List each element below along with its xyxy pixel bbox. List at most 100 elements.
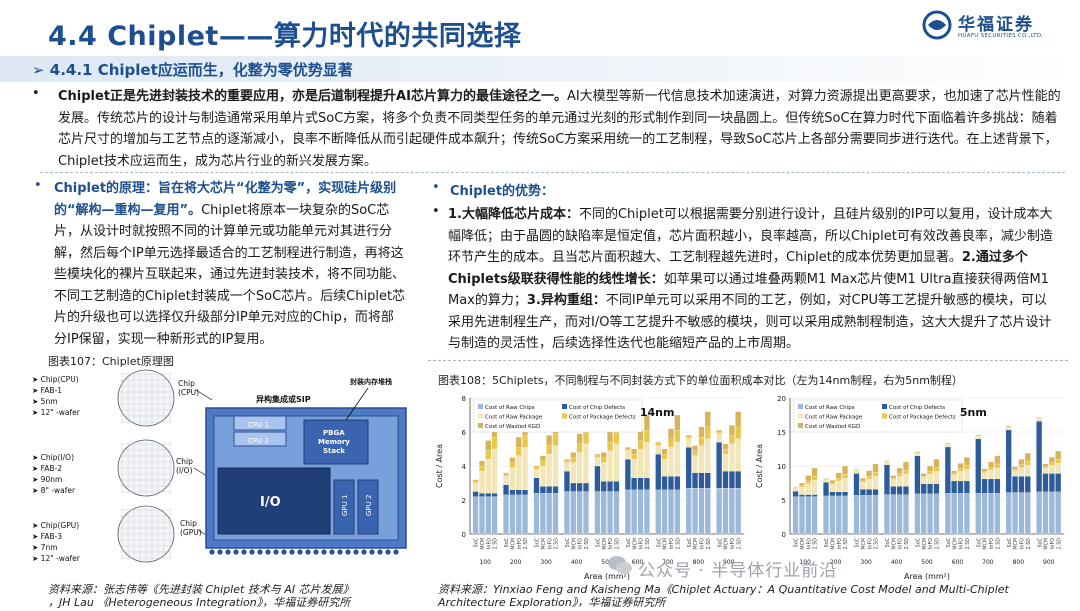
bar-category-label: SoC — [976, 537, 982, 547]
wechat-icon — [608, 556, 632, 574]
bar-segment — [1005, 426, 1012, 428]
solder-ball — [313, 549, 319, 555]
bar-segment — [872, 495, 879, 535]
legend-label: Cost of Package Defects — [889, 415, 956, 421]
bar-segment — [914, 451, 921, 453]
bar-segment — [509, 489, 516, 496]
chart-node-label: 14nm — [640, 406, 675, 419]
bar-segment — [944, 442, 951, 444]
bar-segment — [674, 442, 681, 477]
bar-category-label: MCM — [480, 538, 486, 550]
bar-segment — [735, 470, 742, 489]
bar-segment — [823, 495, 829, 535]
bar-segment — [522, 447, 528, 490]
bar-segment — [472, 496, 479, 535]
y-tick-label: 4 — [462, 463, 467, 471]
bar-category-label: SoC — [504, 537, 510, 547]
bar-segment — [594, 465, 601, 492]
bar-segment — [509, 457, 516, 463]
bar-segment — [698, 445, 705, 473]
bar-segment — [735, 411, 742, 428]
gpu1-label: GPU 1 — [341, 495, 349, 516]
bar-category-label: 2.5D — [675, 538, 681, 550]
chip-spec-text: ➤ FAB-3 — [32, 532, 62, 541]
io-label: I/O — [260, 495, 281, 510]
bar-category-label: MCM — [724, 538, 730, 550]
bar-segment — [933, 493, 940, 535]
y-axis-title: Cost / Area — [435, 444, 444, 488]
bar-segment — [1048, 457, 1055, 463]
bar-segment — [533, 469, 540, 479]
bar-segment — [872, 472, 879, 477]
bar-segment — [722, 470, 729, 489]
bar-category-label: SoC — [1007, 537, 1013, 547]
bar-segment — [903, 494, 909, 535]
source-right: 资料来源：Yinxiao Feng and Kaisheng Ma《Chiple… — [438, 583, 1009, 609]
bar-segment — [975, 438, 982, 494]
divider — [428, 360, 1068, 361]
solder-ball — [241, 549, 247, 555]
chip-spec-text: ➤ 8" -wafer — [32, 486, 76, 495]
bar-category-label: 2.5D — [1056, 538, 1062, 550]
bar-segment — [933, 471, 940, 484]
bar-segment — [1024, 476, 1031, 493]
bar-segment — [515, 447, 522, 456]
divider — [40, 172, 1065, 173]
bar-segment — [570, 491, 577, 535]
legend-label: Cost of Wasted KGD — [485, 424, 540, 430]
principle-paragraph: Chiplet的原理：旨在将大芯片“化整为零”，实现硅片级别的“解构—重构—复用… — [54, 178, 406, 350]
bar-segment — [685, 436, 692, 439]
bar-segment — [552, 433, 559, 446]
bar-segment — [951, 493, 958, 535]
x-tick-label: 700 — [982, 559, 994, 566]
bar-segment — [1048, 491, 1055, 535]
bar-segment — [716, 430, 723, 433]
bar-segment — [607, 442, 613, 451]
bar-segment — [722, 487, 729, 535]
bar-segment — [722, 453, 729, 472]
bar-segment — [479, 496, 485, 535]
bar-segment — [1012, 466, 1018, 470]
solder-ball — [289, 549, 295, 555]
bar-segment — [1024, 492, 1031, 535]
bar-segment — [1055, 459, 1062, 464]
bar-segment — [859, 480, 866, 483]
bar-segment — [643, 442, 650, 479]
bar-segment — [799, 485, 805, 488]
chip-tag: (I/O) — [176, 466, 193, 475]
logo-text-cn: 华福证券 — [958, 15, 1034, 35]
adv2-text: 如苹果可以通过堆叠两颗M1 Max芯片使M1 Ultra直接获得两倍M1 Max… — [448, 271, 1049, 309]
solder-ball — [329, 549, 335, 555]
bar-segment — [472, 479, 479, 482]
bar-segment — [994, 467, 1001, 480]
bar-segment — [692, 445, 698, 451]
bar-segment — [944, 446, 951, 494]
bar-segment — [472, 482, 479, 492]
bar-segment — [631, 489, 638, 535]
principle-text: Chiplet将原本一块复杂的SoC芯片，从设计时就按照不同的计算单元或功能单元… — [54, 202, 406, 347]
bar-segment — [624, 489, 631, 535]
bar-segment — [472, 481, 479, 484]
bar-segment — [944, 444, 951, 448]
source-left-line2: ，JH Lau 《Heterogeneous Integration》，华福证券… — [48, 596, 351, 609]
x-tick-label: 900 — [723, 559, 735, 566]
bar-segment — [583, 443, 589, 484]
bar-segment — [944, 443, 951, 445]
chip-tag: Chip — [178, 379, 195, 388]
bar-segment — [613, 443, 620, 482]
bar-segment — [1005, 429, 1012, 493]
intro-bold: Chiplet正是先进封装技术的重要应用，亦是后道制程提升AI芯片算力的最佳途径… — [58, 89, 567, 104]
x-tick-label: 100 — [479, 559, 491, 566]
y-tick-label: 0 — [462, 531, 466, 539]
bar-segment — [884, 461, 890, 465]
bar-category-label: InFO — [547, 538, 553, 549]
legend-label: Cost of Chip Defects — [889, 405, 945, 411]
bar-segment — [927, 493, 933, 535]
bar-segment — [685, 487, 692, 535]
bar-segment — [735, 487, 742, 535]
bar-segment — [661, 448, 668, 455]
bar-segment — [866, 495, 873, 535]
bar-segment — [637, 440, 644, 450]
bar-segment — [829, 480, 836, 484]
bar-segment — [975, 493, 982, 535]
